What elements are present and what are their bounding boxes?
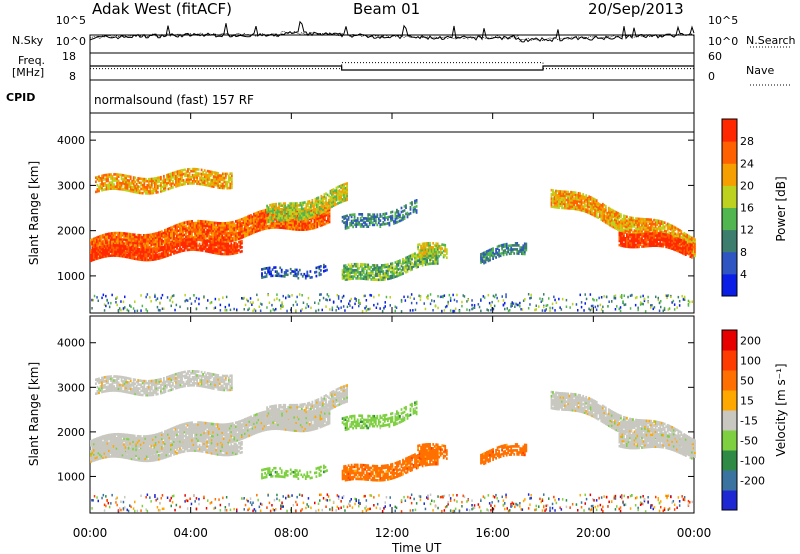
power-panel <box>90 168 696 313</box>
nave-tick: 60 <box>708 50 722 63</box>
ytick-label: 4000 <box>57 134 85 147</box>
xaxis-label: Time UT <box>391 541 442 554</box>
ytick-label: 2000 <box>57 225 85 238</box>
nsky-label: N.Sky <box>12 34 44 47</box>
ytick-label: 3000 <box>57 381 85 394</box>
xtick-label: 00:00 <box>73 526 108 540</box>
power-colorbar-label: Power [dB] <box>774 176 788 241</box>
xtick-label: 20:00 <box>576 526 611 540</box>
colorbar-tick: -100 <box>740 455 765 468</box>
colorbar-tick: -50 <box>740 435 758 448</box>
colorbar-cell <box>722 350 737 371</box>
colorbar-cell <box>722 252 737 275</box>
cpid-program: normalsound (fast) 157 RF <box>94 93 254 107</box>
freq-label-2: [MHz] <box>12 66 44 79</box>
velocity-colorbar-label: Velocity [m s⁻¹] <box>774 363 788 456</box>
nave-label: Nave <box>746 64 774 77</box>
freq-nave-panel <box>90 63 694 70</box>
rti-plot: 10^5 10^5 10^0 10^0 18 8 60 0 1000 2000 3000 4000 10… <box>0 0 800 554</box>
colorbar-cell <box>722 430 737 451</box>
colorbar-tick: 8 <box>740 246 747 259</box>
colorbar-cell <box>722 390 737 411</box>
freq-tick: 18 <box>62 50 76 63</box>
colorbar-cell <box>722 490 737 511</box>
nsky-tick: 10^0 <box>56 35 86 48</box>
nsky-trace <box>90 22 694 42</box>
colorbar-tick: 4 <box>740 268 747 281</box>
colorbar-tick: 16 <box>740 202 754 215</box>
colorbar-tick: 15 <box>740 395 754 408</box>
colorbar-cell <box>722 330 737 351</box>
xtick-label: 16:00 <box>475 526 510 540</box>
colorbar-cell <box>722 450 737 471</box>
ytick-label: 2000 <box>57 426 85 439</box>
colorbar-tick: -200 <box>740 475 765 488</box>
power-ylabel: Slant Range [km] <box>27 161 41 265</box>
freq-line <box>90 66 694 70</box>
colorbar-cell <box>722 470 737 491</box>
velocity-panel <box>90 370 696 513</box>
freq-tick: 8 <box>69 70 76 83</box>
colorbar-cell <box>722 141 737 164</box>
colorbar-cell <box>722 208 737 231</box>
colorbar-tick: 24 <box>740 157 754 170</box>
noise-frame <box>90 35 694 80</box>
colorbar-tick: 28 <box>740 135 754 148</box>
colorbar-tick: 20 <box>740 179 754 192</box>
xtick-label: 08:00 <box>274 526 309 540</box>
colorbar-cell <box>722 230 737 253</box>
ytick-label: 3000 <box>57 179 85 192</box>
colorbar-tick: 200 <box>740 335 761 348</box>
xtick-label: 00:00 <box>677 526 712 540</box>
colorbar-tick: -15 <box>740 415 758 428</box>
colorbar-tick: 12 <box>740 224 754 237</box>
nsearch-label: N.Search <box>746 34 796 47</box>
colorbar-cell <box>722 185 737 208</box>
colorbar-cell <box>722 410 737 431</box>
colorbar-cell <box>722 274 737 297</box>
xtick-label: 04:00 <box>173 526 208 540</box>
nsky-tick: 10^5 <box>56 14 86 27</box>
nave-tick: 0 <box>708 70 715 83</box>
cpid-label: CPID <box>6 91 35 104</box>
nsearch-tick: 10^5 <box>708 14 738 27</box>
ytick-label: 4000 <box>57 337 85 350</box>
ytick-label: 1000 <box>57 270 85 283</box>
colorbar-cell <box>722 119 737 142</box>
ytick-label: 1000 <box>57 470 85 483</box>
colorbar-cell <box>722 370 737 391</box>
nsearch-tick: 10^0 <box>708 35 738 48</box>
xtick-label: 12:00 <box>375 526 410 540</box>
velocity-ylabel: Slant Range [km] <box>27 362 41 466</box>
colorbar-cell <box>722 163 737 186</box>
noise-panel <box>90 22 694 42</box>
colorbar-tick: 50 <box>740 375 754 388</box>
colorbar-tick: 100 <box>740 355 761 368</box>
